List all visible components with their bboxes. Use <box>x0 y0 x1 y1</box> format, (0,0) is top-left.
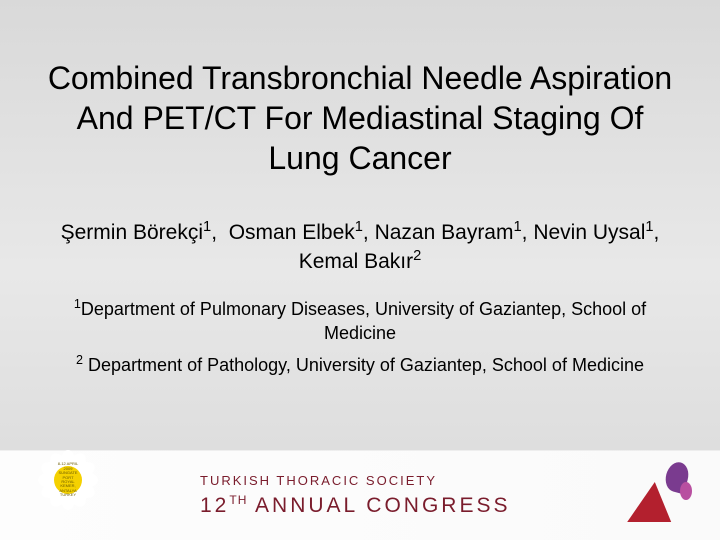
congress-ordinal: TH <box>229 493 247 507</box>
society-name: TURKISH THORACIC SOCIETY <box>200 473 437 488</box>
authors-line: Şermin Börekçi1, Osman Elbek1, Nazan Bay… <box>60 218 660 277</box>
flower-badge: 8-12 APRIL 2009 SUNGATE PORT ROYAL KEMER… <box>54 466 82 494</box>
slide: Combined Transbronchial Needle Aspiratio… <box>0 0 720 540</box>
congress-logo-icon <box>630 460 692 522</box>
congress-number: 12 <box>200 494 229 517</box>
footer-bar: 8-12 APRIL 2009 SUNGATE PORT ROYAL KEMER… <box>0 450 720 540</box>
affiliation-1: 1Department of Pulmonary Diseases, Unive… <box>40 296 680 346</box>
congress-label: 12TH ANNUAL CONGRESS <box>200 493 510 518</box>
affiliation-2: 2 Department of Pathology, University of… <box>40 352 680 377</box>
slide-title: Combined Transbronchial Needle Aspiratio… <box>40 58 680 178</box>
daisy-icon: 8-12 APRIL 2009 SUNGATE PORT ROYAL KEMER… <box>18 442 118 532</box>
congress-text: ANNUAL CONGRESS <box>247 494 510 517</box>
